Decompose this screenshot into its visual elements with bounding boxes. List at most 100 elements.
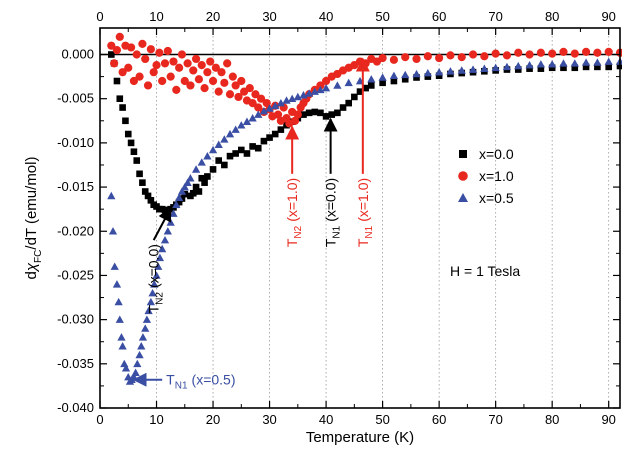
data-point: [225, 129, 235, 138]
data-point: [321, 76, 331, 86]
data-point: [108, 227, 118, 235]
data-point: [108, 51, 115, 58]
data-point: [231, 125, 240, 133]
data-point: [195, 188, 203, 195]
data-point: [141, 324, 150, 332]
data-point: [254, 110, 263, 118]
data-point: [525, 60, 534, 69]
data-point: [135, 72, 144, 81]
data-point: [560, 64, 567, 72]
annotation-label: TN1 (x=0.0): [323, 178, 343, 247]
data-point: [254, 144, 262, 152]
data-point: [491, 49, 500, 58]
data-point: [234, 92, 243, 102]
data-point: [203, 68, 212, 77]
annotation-subscript: N1: [175, 381, 188, 392]
data-point: [435, 72, 443, 80]
data-point: [143, 81, 153, 90]
data-point: [367, 75, 376, 83]
data-point: [378, 53, 387, 63]
x-tick-label-top: 30: [262, 9, 276, 24]
annotations: TN2(x=0.0)TN2(x=1.0)TN1(x=0.0)TN1(x=1.0)…: [132, 57, 375, 392]
data-point: [191, 165, 201, 173]
data-point: [203, 152, 212, 160]
data-point: [177, 50, 187, 59]
data-point: [468, 50, 478, 59]
data-point: [110, 262, 119, 270]
data-point: [344, 78, 353, 87]
data-point: [305, 109, 313, 117]
data-point: [265, 104, 274, 112]
data-point: [221, 161, 228, 169]
data-point: [412, 69, 421, 78]
data-point: [166, 218, 175, 226]
data-point: [570, 49, 579, 58]
data-point: [209, 166, 217, 173]
data-point: [215, 157, 222, 164]
legend-label: x=1.0: [479, 168, 514, 184]
data-point: [107, 41, 116, 50]
data-point: [118, 68, 127, 77]
annotation-symbol: T: [146, 304, 162, 313]
data-point: [604, 57, 613, 65]
data-point: [262, 99, 271, 108]
data-point: [311, 108, 319, 116]
annotation-detail: (x=0.0): [323, 178, 339, 222]
data-point: [491, 63, 500, 72]
data-point: [139, 179, 146, 186]
data-point: [300, 111, 307, 118]
data-point: [293, 110, 302, 119]
data-point: [154, 262, 163, 270]
data-point: [122, 117, 129, 125]
data-point: [144, 192, 152, 200]
data-point: [225, 90, 235, 99]
data-point: [514, 61, 523, 70]
x-tick-label: 10: [149, 412, 163, 427]
data-point: [180, 182, 189, 191]
data-point: [351, 93, 358, 101]
data-point: [131, 368, 140, 376]
data-point: [163, 46, 172, 56]
data-point: [345, 99, 352, 107]
data-point: [118, 342, 127, 350]
data-point: [480, 64, 489, 72]
data-point: [389, 71, 399, 80]
data-point: [112, 45, 122, 55]
data-point: [150, 280, 159, 288]
x-tick-label-top: 70: [488, 9, 502, 24]
data-point: [401, 70, 410, 79]
y-tick-label: -0.030: [57, 312, 94, 327]
data-point: [559, 59, 568, 67]
legend-label: x=0.5: [479, 190, 514, 206]
data-point: [191, 54, 201, 64]
data-point: [217, 68, 226, 77]
data-point: [271, 101, 280, 110]
data-point: [514, 48, 523, 57]
data-point: [525, 50, 534, 59]
data-point: [130, 148, 138, 156]
data-point: [245, 83, 254, 93]
annotation-symbol: T: [355, 238, 371, 247]
data-point: [183, 59, 192, 68]
field-label: H = 1 Tesla: [450, 263, 520, 279]
data-point: [175, 198, 183, 206]
data-point: [149, 68, 158, 77]
data-point: [135, 350, 144, 359]
y-tick-label: -0.010: [57, 135, 94, 150]
x-tick-label: 80: [545, 412, 559, 427]
data-point: [148, 288, 157, 297]
data-point: [571, 64, 579, 72]
data-point: [211, 63, 220, 72]
data-point: [401, 75, 409, 83]
x-tick-label-top: 40: [319, 9, 333, 24]
legend-marker: [458, 193, 468, 202]
data-point: [144, 306, 153, 315]
y-axis-title-chi: χ: [23, 262, 40, 273]
data-point: [271, 130, 279, 138]
data-point: [468, 65, 478, 73]
data-point: [424, 73, 432, 80]
data-point: [117, 333, 126, 341]
y-tick-label: -0.005: [57, 91, 94, 106]
data-point: [160, 59, 170, 68]
x-tick-label: 30: [262, 412, 276, 427]
